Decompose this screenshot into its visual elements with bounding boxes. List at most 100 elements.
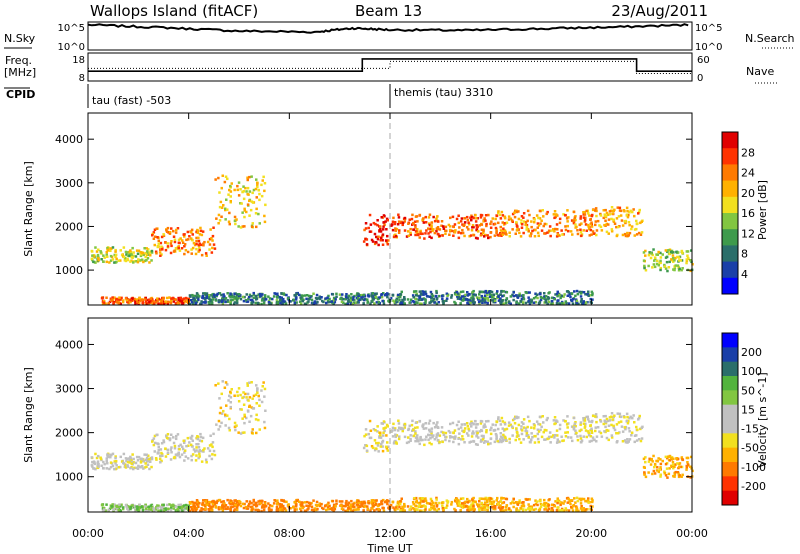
- echo-cell: [571, 233, 574, 236]
- echo-cell: [180, 247, 184, 250]
- echo-cell: [267, 301, 271, 304]
- nsky-right-tick-bottom: 10^0: [695, 42, 722, 53]
- echo-cell: [647, 460, 651, 463]
- echo-cell: [239, 297, 243, 301]
- power-color-step: [722, 180, 738, 198]
- echo-cell: [354, 301, 358, 304]
- echo-cell: [364, 227, 368, 230]
- echo-cell: [550, 302, 553, 306]
- echo-cell: [146, 257, 150, 260]
- echo-cell: [586, 430, 590, 433]
- echo-cell: [326, 296, 329, 299]
- echo-cell: [643, 266, 646, 270]
- echo-cell: [312, 292, 315, 295]
- echo-cell: [202, 508, 205, 511]
- echo-cell: [492, 293, 496, 296]
- echo-cell: [484, 440, 487, 443]
- echo-cell: [251, 407, 255, 410]
- echo-cell: [220, 392, 223, 396]
- echo-cell: [427, 422, 431, 425]
- power-tick-label: 16: [741, 207, 755, 220]
- velocity-color-step: [722, 490, 738, 506]
- echo-cell: [138, 259, 141, 262]
- echo-cell: [677, 475, 681, 479]
- echo-cell: [233, 301, 237, 304]
- echo-cell: [476, 237, 479, 240]
- echo-cell: [518, 292, 521, 295]
- echo-cell: [454, 435, 457, 438]
- echo-cell: [499, 217, 503, 220]
- echo-cell: [417, 298, 421, 302]
- echo-cell: [263, 189, 266, 193]
- echo-cell: [416, 220, 419, 223]
- echo-cell: [386, 219, 389, 222]
- echo-cell: [493, 428, 497, 432]
- echo-cell: [547, 507, 551, 511]
- echo-cell: [397, 422, 401, 425]
- echo-cell: [174, 298, 178, 301]
- echo-cell: [537, 509, 541, 512]
- echo-cell: [565, 290, 569, 293]
- echo-cell: [424, 497, 427, 500]
- range-tick-label: 3000: [55, 177, 83, 190]
- range-tick-label: 2000: [55, 220, 83, 233]
- echo-cell: [590, 290, 594, 294]
- echo-cell: [539, 499, 542, 503]
- echo-cell: [254, 501, 258, 505]
- echo-cell: [387, 293, 390, 296]
- echo-cell: [170, 446, 173, 449]
- echo-cell: [435, 217, 438, 220]
- echo-cell: [502, 433, 505, 437]
- echo-cell: [611, 212, 614, 215]
- echo-cell: [591, 436, 595, 439]
- echo-cell: [475, 217, 478, 220]
- echo-cell: [620, 219, 624, 222]
- echo-cell: [436, 421, 439, 424]
- echo-cell: [211, 298, 215, 301]
- echo-cell: [109, 254, 113, 258]
- echo-cell: [428, 430, 432, 433]
- echo-cell: [503, 216, 507, 220]
- echo-cell: [256, 181, 259, 184]
- echo-cell: [490, 293, 493, 297]
- echo-cell: [380, 502, 384, 506]
- echo-cell: [467, 434, 470, 437]
- echo-cell: [210, 443, 213, 446]
- echo-cell: [618, 412, 622, 416]
- echo-cell: [685, 468, 688, 471]
- echo-cell: [403, 509, 406, 512]
- echo-cell: [573, 422, 577, 425]
- echo-cell: [217, 382, 220, 385]
- echo-cell: [254, 294, 258, 298]
- echo-cell: [246, 392, 250, 396]
- echo-cell: [414, 504, 417, 507]
- echo-cell: [432, 504, 436, 508]
- echo-cell: [627, 221, 631, 224]
- echo-cell: [679, 259, 682, 262]
- echo-cell: [570, 505, 573, 509]
- echo-cell: [482, 219, 486, 223]
- echo-cell: [544, 507, 548, 511]
- echo-cell: [520, 425, 523, 428]
- echo-cell: [562, 509, 565, 512]
- echo-cell: [583, 416, 587, 420]
- echo-cell: [509, 502, 513, 505]
- echo-cell: [396, 429, 400, 432]
- echo-cell: [307, 507, 310, 510]
- echo-cell: [639, 439, 643, 443]
- echo-cell: [463, 234, 466, 238]
- echo-cell: [415, 292, 418, 296]
- echo-cell: [522, 216, 525, 219]
- echo-cell: [431, 294, 435, 298]
- echo-cell: [447, 429, 451, 433]
- echo-cell: [194, 459, 198, 462]
- echo-cell: [526, 425, 529, 429]
- echo-cell: [632, 414, 635, 417]
- echo-cell: [405, 235, 409, 238]
- echo-cell: [115, 464, 118, 467]
- echo-cell: [120, 253, 124, 257]
- velocity-color-step: [722, 333, 738, 348]
- range-tick-label: 1000: [55, 264, 83, 277]
- echo-cell: [385, 500, 389, 504]
- echo-cell: [192, 241, 196, 245]
